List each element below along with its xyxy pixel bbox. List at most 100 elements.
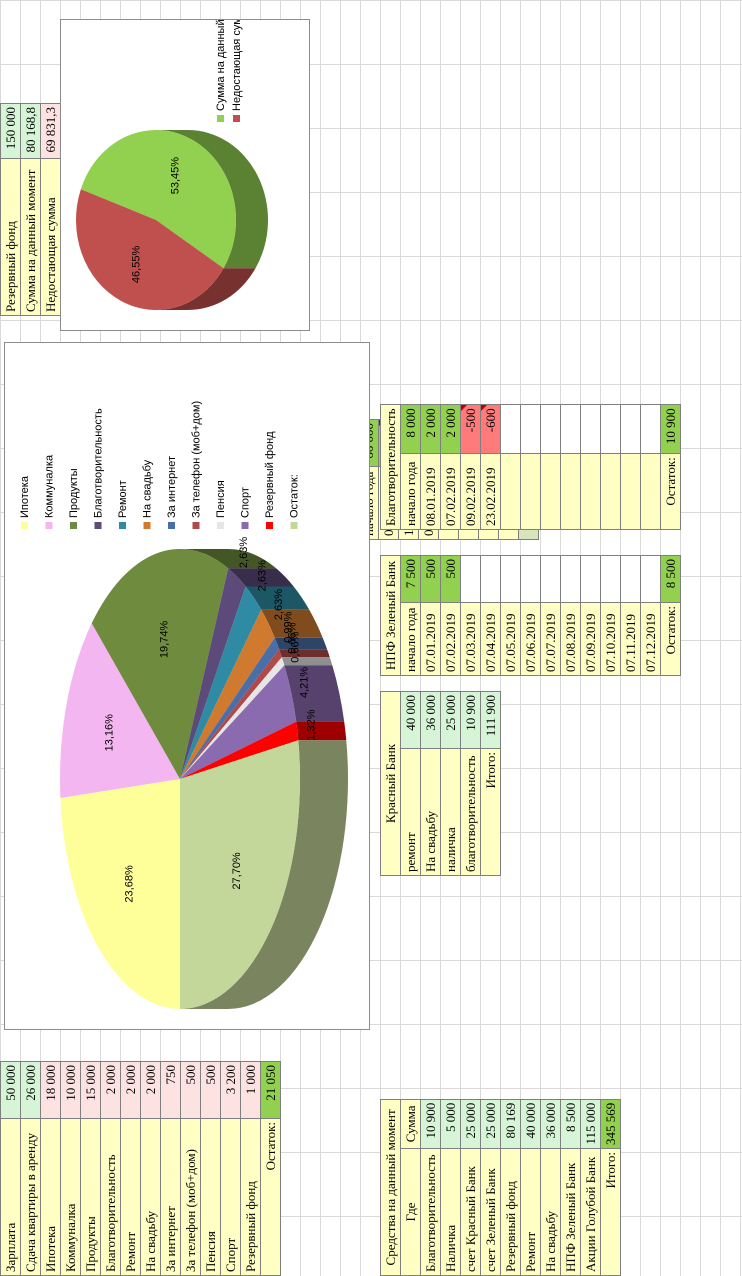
npf-date-cell[interactable]: 07.01.2019 [420, 602, 441, 676]
charity-value-cell[interactable] [600, 404, 621, 454]
income-label-cell[interactable]: За телефон (моб+дом) [180, 1118, 201, 1276]
charity-value-cell[interactable] [560, 404, 581, 454]
funds-col-sum[interactable]: Сумма [400, 1099, 421, 1149]
income-value-cell[interactable]: 26 000 [20, 1061, 41, 1119]
funds-label-cell[interactable]: НПФ Зеленый Банк [560, 1148, 581, 1276]
charity-date-cell[interactable] [560, 453, 581, 530]
npf-date-cell[interactable]: 07.02.2019 [440, 602, 461, 676]
npf-value-cell[interactable] [560, 555, 581, 603]
red-bank-total-label[interactable]: Итого: [480, 748, 501, 876]
red-bank-value-cell[interactable]: 40 000 [400, 691, 421, 749]
summary-label-cell[interactable]: Сумма на данный момент [20, 158, 41, 316]
npf-value-cell[interactable]: 500 [420, 555, 441, 603]
income-label-cell[interactable]: Благотворительность [100, 1118, 121, 1276]
income-label-cell[interactable]: Ипотека [40, 1118, 61, 1276]
income-value-cell[interactable]: 500 [180, 1061, 201, 1119]
charity-date-cell[interactable]: 23.02.2019 [480, 453, 501, 530]
npf-value-cell[interactable] [620, 555, 641, 603]
charity-value-cell[interactable]: 2 000 [420, 404, 441, 454]
charity-value-cell[interactable] [520, 404, 541, 454]
charity-date-cell[interactable]: начало года [400, 453, 421, 530]
npf-value-cell[interactable]: 7 500 [400, 555, 421, 603]
charity-value-cell[interactable]: -500 [460, 404, 481, 454]
funds-value-cell[interactable]: 5 000 [440, 1099, 461, 1149]
summary-label-cell[interactable]: Резервный фонд [0, 158, 21, 316]
income-value-cell[interactable]: 3 200 [220, 1061, 241, 1119]
income-value-cell[interactable]: 10 000 [60, 1061, 81, 1119]
red-bank-label-cell[interactable]: ремонт [400, 748, 421, 876]
funds-value-cell[interactable]: 8 500 [560, 1099, 581, 1149]
charity-date-cell[interactable]: 08.01.2019 [420, 453, 441, 530]
income-value-cell[interactable]: 750 [160, 1061, 181, 1119]
income-value-cell[interactable]: 500 [200, 1061, 221, 1119]
charity-value-cell[interactable]: 8 000 [400, 404, 421, 454]
funds-value-cell[interactable]: 115 000 [580, 1099, 601, 1149]
summary-value-cell[interactable]: 80 168,8 [20, 103, 41, 159]
charity-date-cell[interactable] [620, 453, 641, 530]
funds-value-cell[interactable]: 80 169 [500, 1099, 521, 1149]
npf-value-cell[interactable] [520, 555, 541, 603]
summary-value-cell[interactable]: 150 000 [0, 103, 21, 159]
income-label-cell[interactable]: Продукты [80, 1118, 101, 1276]
charity-value-cell[interactable] [580, 404, 601, 454]
charity-value-cell[interactable]: 2 000 [440, 404, 461, 454]
funds-value-cell[interactable]: 25 000 [460, 1099, 481, 1149]
funds-label-cell[interactable]: Резервный фонд [500, 1148, 521, 1276]
funds-total-label[interactable]: Итого: [600, 1148, 621, 1276]
red-bank-value-cell[interactable]: 10 900 [460, 691, 481, 749]
income-value-cell[interactable]: 2 000 [120, 1061, 141, 1119]
npf-value-cell[interactable] [540, 555, 561, 603]
income-label-cell[interactable]: Резервный фонд [240, 1118, 261, 1276]
red-bank-label-cell[interactable]: На свадьбу [420, 748, 441, 876]
income-label-cell[interactable]: На свадьбу [140, 1118, 161, 1276]
income-value-cell[interactable]: 2 000 [100, 1061, 121, 1119]
funds-value-cell[interactable]: 25 000 [480, 1099, 501, 1149]
npf-date-cell[interactable]: 07.05.2019 [500, 602, 521, 676]
charity-value-cell[interactable] [620, 404, 641, 454]
npf-value-cell[interactable] [460, 555, 481, 603]
income-value-cell[interactable]: 15 000 [80, 1061, 101, 1119]
funds-value-cell[interactable]: 10 900 [420, 1099, 441, 1149]
funds-label-cell[interactable]: Благотворительность [420, 1148, 441, 1276]
npf-date-cell[interactable]: 07.07.2019 [540, 602, 561, 676]
red-bank-value-cell[interactable]: 25 000 [440, 691, 461, 749]
funds-total-value[interactable]: 345 569 [600, 1099, 621, 1149]
charity-date-cell[interactable]: 09.02.2019 [460, 453, 481, 530]
red-bank-title[interactable]: Красный Банк [380, 691, 401, 876]
funds-label-cell[interactable]: счет Зеленый Банк [480, 1148, 501, 1276]
income-label-cell[interactable]: Коммуналка [60, 1118, 81, 1276]
income-value-cell[interactable]: 50 000 [0, 1061, 21, 1119]
charity-date-cell[interactable] [600, 453, 621, 530]
summary-label-cell[interactable]: Недостающая сумма [40, 158, 61, 316]
npf-date-cell[interactable]: 07.12.2019 [640, 602, 661, 676]
income-label-cell[interactable]: Сдача квартиры в аренду [20, 1118, 41, 1276]
charity-total-value[interactable]: 10 900 [660, 404, 681, 454]
npf-title[interactable]: НПФ Зеленый Банк [380, 555, 401, 676]
charity-date-cell[interactable] [640, 453, 661, 530]
npf-date-cell[interactable]: 07.08.2019 [560, 602, 581, 676]
red-bank-total-value[interactable]: 111 900 [480, 691, 501, 749]
income-total-value[interactable]: 21 050 [260, 1061, 281, 1119]
charity-date-cell[interactable] [520, 453, 541, 530]
charity-date-cell[interactable] [580, 453, 601, 530]
npf-total-value[interactable]: 8 500 [660, 555, 681, 603]
funds-label-cell[interactable]: На свадьбу [540, 1148, 561, 1276]
npf-date-cell[interactable]: 07.06.2019 [520, 602, 541, 676]
funds-title[interactable]: Средства на данный момент [380, 1099, 401, 1276]
npf-date-cell[interactable]: 07.09.2019 [580, 602, 601, 676]
funds-label-cell[interactable]: Наличка [440, 1148, 461, 1276]
red-bank-label-cell[interactable]: благотворительность [460, 748, 481, 876]
charity-value-cell[interactable] [640, 404, 661, 454]
npf-value-cell[interactable] [640, 555, 661, 603]
charity-title[interactable]: Благотворительность [380, 404, 401, 530]
summary-value-cell[interactable]: 69 831,3 [40, 103, 61, 159]
charity-total-label[interactable]: Остаток: [660, 453, 681, 530]
income-value-cell[interactable]: 1 000 [240, 1061, 261, 1119]
charity-date-cell[interactable] [500, 453, 521, 530]
income-total-label[interactable]: Остаток: [260, 1118, 281, 1276]
income-label-cell[interactable]: Зарплата [0, 1118, 21, 1276]
income-label-cell[interactable]: Пенсия [200, 1118, 221, 1276]
funds-value-cell[interactable]: 36 000 [540, 1099, 561, 1149]
charity-value-cell[interactable]: -600 [480, 404, 501, 454]
npf-value-cell[interactable] [600, 555, 621, 603]
